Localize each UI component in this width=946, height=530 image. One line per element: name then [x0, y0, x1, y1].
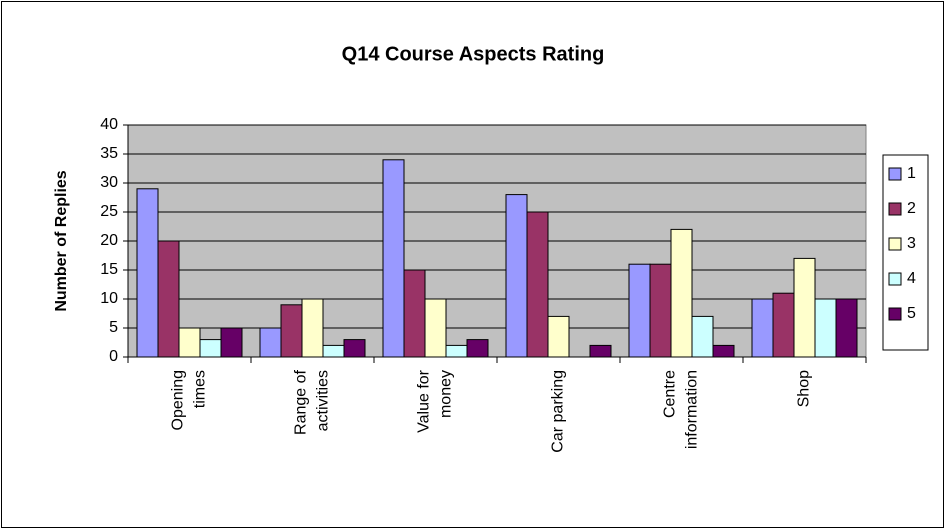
y-tick-label: 10 [100, 290, 118, 307]
legend [882, 154, 929, 351]
bar [178, 327, 201, 358]
x-tick-label: Centre [662, 370, 679, 418]
x-tick-label: Opening [170, 370, 187, 431]
bar [424, 298, 447, 358]
bar [670, 228, 693, 358]
x-tick-label: Shop [796, 370, 813, 407]
x-tick-label: activities [315, 370, 332, 431]
x-tick-label: Value for [416, 369, 433, 433]
bar [835, 298, 858, 358]
bar [712, 344, 735, 358]
bar [526, 211, 549, 358]
bar [259, 327, 282, 358]
bar [157, 240, 180, 358]
x-tick-label: information [684, 370, 701, 449]
bar [793, 257, 816, 358]
bar [136, 188, 159, 358]
bar [403, 269, 426, 358]
bar [280, 304, 303, 358]
legend-label: 4 [907, 270, 916, 287]
legend-swatch [888, 272, 902, 286]
bar [466, 339, 489, 358]
legend-swatch [888, 202, 902, 216]
bar [322, 344, 345, 358]
bar [628, 263, 651, 358]
legend-swatch [888, 237, 902, 251]
y-tick-label: 25 [100, 203, 118, 220]
y-tick-label: 0 [109, 348, 118, 365]
y-axis-label: Number of Replies [53, 170, 70, 311]
y-tick-label: 30 [100, 174, 118, 191]
chart-title: Q14 Course Aspects Rating [342, 43, 605, 65]
bar [445, 344, 468, 358]
legend-label: 5 [907, 305, 916, 322]
bar [589, 344, 612, 358]
y-tick-label: 20 [100, 232, 118, 249]
y-tick-label: 5 [109, 319, 118, 336]
bar [772, 292, 795, 358]
legend-swatch [888, 307, 902, 321]
x-tick-label: money [438, 370, 455, 418]
bar [505, 194, 528, 358]
bar [814, 298, 837, 358]
legend-swatch [888, 167, 902, 181]
bar [547, 315, 570, 358]
legend-label: 1 [907, 165, 916, 182]
y-tick-label: 40 [100, 116, 118, 133]
bar [199, 339, 222, 358]
bar [220, 327, 243, 358]
bar [691, 315, 714, 358]
legend-label: 2 [907, 200, 916, 217]
y-tick-label: 15 [100, 261, 118, 278]
bar [301, 298, 324, 358]
x-tick-label: times [192, 370, 209, 408]
y-tick-label: 35 [100, 145, 118, 162]
bar [649, 263, 672, 358]
legend-label: 3 [907, 235, 916, 252]
bar [343, 339, 366, 358]
bar [751, 298, 774, 358]
x-tick-label: Car parking [550, 370, 567, 453]
x-tick-label: Range of [293, 369, 310, 434]
bar [382, 159, 405, 358]
